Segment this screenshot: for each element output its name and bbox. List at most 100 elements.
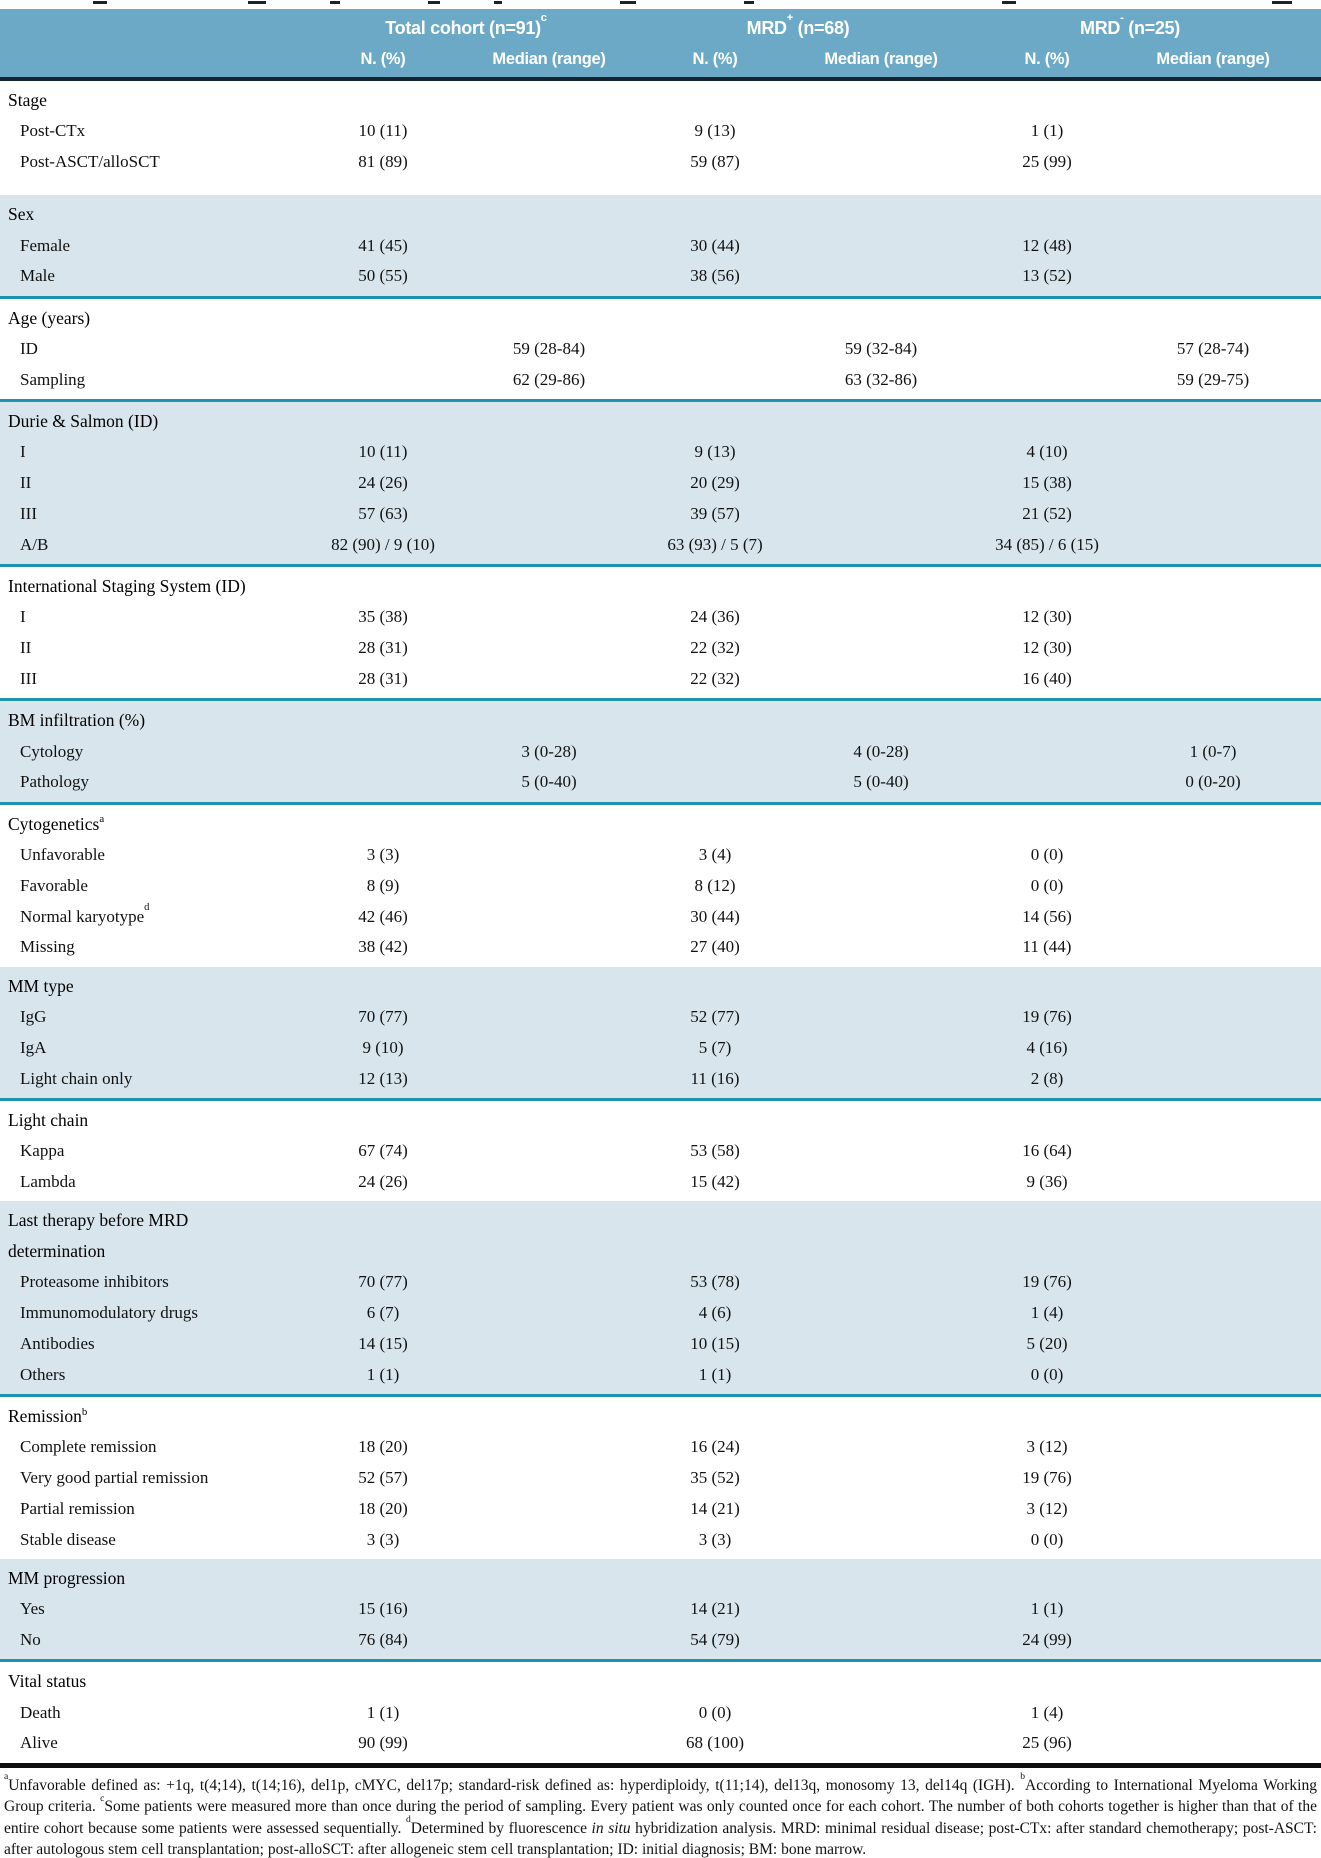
cell-value: 14 (21)	[690, 1599, 740, 1619]
text-run: Light chain	[8, 1109, 89, 1130]
cell-value: 5 (20)	[1026, 1333, 1068, 1353]
cell-value: 0 (0)	[698, 1702, 732, 1722]
cell-value: 52 (77)	[690, 1006, 740, 1026]
cropped-text-fragment	[494, 1, 502, 4]
cell-value: 14 (56)	[1022, 906, 1072, 926]
table-section: Vital status Death 1 (1) 0 (0) 1 (4) Alive 90 …	[0, 1662, 1321, 1762]
text-run: A/B	[20, 534, 49, 554]
text-run: Sampling	[20, 369, 86, 389]
cell-value: 15 (42)	[690, 1171, 740, 1191]
text-run: II	[20, 473, 32, 493]
row-label: Proteasome inhibitors	[0, 1272, 300, 1292]
text-run: Stage	[8, 89, 47, 110]
cell-value: 38 (56)	[690, 266, 740, 286]
text-run: Proteasome inhibitors	[20, 1272, 169, 1292]
cell-value: 0 (0)	[1030, 1364, 1064, 1384]
cell-value: 24 (26)	[358, 473, 408, 493]
text-run: Partial remission	[20, 1498, 135, 1518]
cell-value: 9 (13)	[694, 121, 736, 141]
table-row: Immunomodulatory drugs 6 (7) 4 (6) 1 (4)	[0, 1298, 1321, 1329]
table-row: No 76 (84) 54 (79) 24 (99)	[0, 1625, 1321, 1656]
text-run: Cytology	[20, 741, 84, 761]
text-run: ID	[20, 338, 38, 358]
cell-value: 3 (12)	[1026, 1498, 1068, 1518]
cell-value: 39 (57)	[690, 503, 740, 523]
cell-value: 5 (7)	[698, 1037, 732, 1057]
row-label: Post-CTx	[0, 121, 300, 141]
row-label: Female	[0, 236, 300, 256]
row-label: Yes	[0, 1599, 300, 1619]
cell-value: 54 (79)	[690, 1630, 740, 1650]
table-row: III 57 (63) 39 (57) 21 (52)	[0, 499, 1321, 530]
cell-value: 1 (1)	[366, 1702, 400, 1722]
cropped-text-fragment	[1272, 1, 1292, 4]
superscript-marker: -	[1120, 12, 1124, 25]
table-row: Sampling 62 (29-86) 63 (32-86) 59 (29-75)	[0, 364, 1321, 395]
cell-value: 57 (63)	[358, 503, 408, 523]
cell-value: 0 (0-20)	[1185, 772, 1241, 792]
cell-value: 34 (85) / 6 (15)	[995, 534, 1099, 554]
table-body: Stage Post-CTx 10 (11) 9 (13) 1 (1) Post-ASCT…	[0, 81, 1321, 1763]
table-row: Favorable 8 (9) 8 (12) 0 (0)	[0, 870, 1321, 901]
table-row: Pathology 5 (0-40) 5 (0-40) 0 (0-20)	[0, 767, 1321, 798]
cell-value: 13 (52)	[1022, 266, 1072, 286]
cell-value: 28 (31)	[358, 638, 408, 658]
row-label: Kappa	[0, 1141, 300, 1161]
cell-value: 14 (15)	[358, 1333, 408, 1353]
text-run: Some patients were measured more than on…	[4, 1798, 1317, 1837]
text-run: Yes	[20, 1599, 45, 1619]
cell-value: 22 (32)	[690, 668, 740, 688]
cell-value: 5 (0-40)	[521, 772, 577, 792]
text-run: MM progression	[8, 1567, 126, 1588]
text-run: Others	[20, 1364, 66, 1384]
superscript-marker: c	[540, 12, 547, 25]
table-row: Alive 90 (99) 68 (100) 25 (96)	[0, 1728, 1321, 1759]
text-run: Cytogenetics	[8, 813, 100, 834]
text-run: Total cohort (n=91)	[385, 17, 541, 38]
column-subheader: Median (range)	[492, 49, 606, 68]
column-group-mrd-negative: MRD- (n=25)	[964, 13, 1296, 39]
row-label: Immunomodulatory drugs	[0, 1303, 300, 1323]
section-title: Durie & Salmon (ID)	[0, 406, 1321, 437]
cell-value: 9 (36)	[1026, 1171, 1068, 1191]
cell-value: 1 (1)	[1030, 121, 1064, 141]
text-run: Favorable	[20, 875, 88, 895]
column-subheader: N. (%)	[692, 49, 738, 68]
text-run: Kappa	[20, 1141, 65, 1161]
italic-text: in situ	[591, 1819, 631, 1837]
row-label: IgG	[0, 1007, 300, 1027]
cell-value: 3 (4)	[698, 844, 732, 864]
row-label: III	[0, 504, 300, 524]
text-run: IgA	[20, 1037, 47, 1057]
table-section: Age (years) ID 59 (28-84) 59 (32-84) 57 (28-…	[0, 299, 1321, 399]
cell-value: 82 (90) / 9 (10)	[331, 534, 435, 554]
cell-value: 59 (29-75)	[1176, 369, 1250, 389]
row-label: III	[0, 669, 300, 689]
row-label: ID	[0, 339, 300, 359]
text-run: According to International Myeloma Worki…	[4, 1776, 1317, 1816]
section-title: Sex	[0, 199, 1321, 230]
section-title: MM progression	[0, 1563, 1321, 1594]
text-run: No	[20, 1630, 41, 1650]
section-title: Cytogenetics a	[8, 813, 105, 834]
text-run: BM infiltration (%)	[8, 710, 146, 731]
table-row: Proteasome inhibitors 70 (77) 53 (78) 19 (7…	[0, 1267, 1321, 1298]
table-section: Sex Female 41 (45) 30 (44) 12 (48) Male 50 (55…	[0, 195, 1321, 299]
cell-value: 27 (40)	[690, 937, 740, 957]
cell-value: 24 (99)	[1022, 1630, 1072, 1650]
text-run: MRD	[746, 17, 787, 38]
row-label: II	[0, 473, 300, 493]
table-row: Death 1 (1) 0 (0) 1 (4)	[0, 1697, 1321, 1728]
text-run: Determined by fluorescence	[410, 1819, 592, 1837]
cell-value: 16 (24)	[690, 1437, 740, 1457]
table-row: Stable disease 3 (3) 3 (3) 0 (0)	[0, 1524, 1321, 1555]
row-label: Missing	[0, 937, 300, 957]
row-label: Sampling	[0, 370, 300, 390]
text-run: International Staging System (ID)	[8, 576, 246, 597]
cell-value: 14 (21)	[690, 1498, 740, 1518]
superscript-marker: d	[406, 1814, 411, 1826]
cell-value: 1 (1)	[1030, 1599, 1064, 1619]
cell-value: 0 (0)	[1030, 844, 1064, 864]
section-title: Last therapy before MRD	[0, 1205, 1321, 1236]
